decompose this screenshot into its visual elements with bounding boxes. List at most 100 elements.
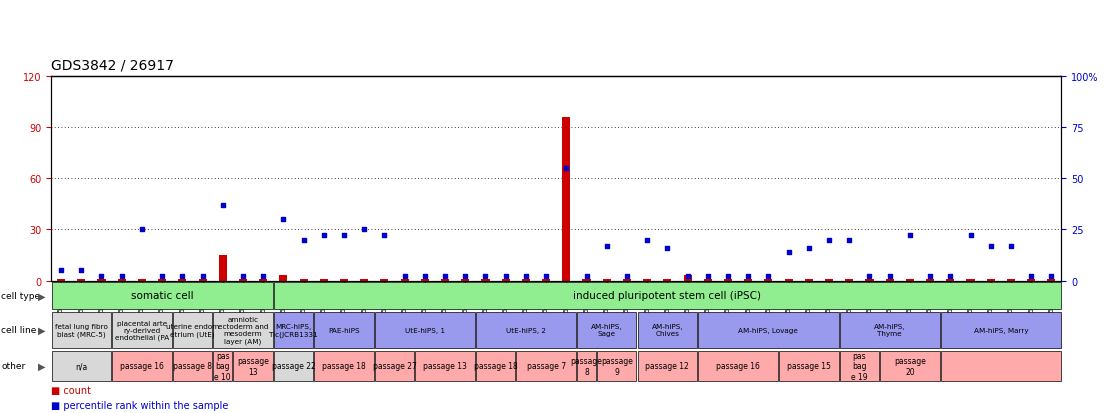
Point — [356, 226, 373, 233]
Bar — [476, 312, 576, 348]
Text: AM-hiPS,
Chives: AM-hiPS, Chives — [652, 324, 684, 337]
Bar — [173, 312, 212, 348]
Text: AM-hiPS,
Thyme: AM-hiPS, Thyme — [874, 324, 905, 337]
Bar — [643, 279, 652, 281]
Text: passage 15: passage 15 — [787, 361, 831, 370]
Bar — [885, 279, 894, 281]
Text: UtE-hiPS, 2: UtE-hiPS, 2 — [506, 327, 546, 333]
Point — [1023, 273, 1040, 280]
Text: uterine endom
etrium (UtE): uterine endom etrium (UtE) — [166, 323, 219, 337]
Bar — [765, 279, 772, 281]
Bar — [461, 279, 470, 281]
Text: passage 18: passage 18 — [474, 361, 517, 370]
Point — [295, 237, 312, 243]
Bar — [421, 279, 429, 281]
Point — [396, 273, 413, 280]
Bar — [259, 279, 267, 281]
Bar — [315, 312, 373, 348]
Point — [174, 273, 192, 280]
Bar — [926, 279, 934, 281]
Bar — [178, 279, 186, 281]
Point — [962, 233, 979, 239]
Text: passage 12: passage 12 — [646, 361, 689, 370]
Bar — [213, 312, 273, 348]
Bar — [320, 279, 328, 281]
Text: n/a: n/a — [75, 361, 88, 370]
Bar — [542, 279, 551, 281]
Bar — [684, 276, 691, 281]
Text: pas
bag
e 19: pas bag e 19 — [851, 351, 868, 381]
Bar — [137, 279, 146, 281]
Point — [719, 273, 737, 280]
Bar — [482, 279, 490, 281]
Bar — [1027, 279, 1035, 281]
Bar — [941, 351, 1060, 381]
Bar — [234, 351, 273, 381]
Text: amniotic
ectoderm and
mesoderm
layer (AM): amniotic ectoderm and mesoderm layer (AM… — [217, 316, 268, 344]
Bar — [825, 279, 833, 281]
Point — [437, 273, 454, 280]
Text: AM-hiPS, Lovage: AM-hiPS, Lovage — [739, 327, 799, 333]
Text: ▶: ▶ — [39, 361, 45, 371]
Text: passage 13: passage 13 — [423, 361, 466, 370]
Bar — [117, 279, 125, 281]
Bar — [360, 279, 368, 281]
Bar — [987, 279, 995, 281]
Bar — [779, 351, 839, 381]
Bar — [704, 279, 711, 281]
Bar — [577, 351, 596, 381]
Bar — [623, 279, 630, 281]
Text: ■ count: ■ count — [51, 385, 91, 395]
Bar — [340, 279, 348, 281]
Text: PAE-hiPS: PAE-hiPS — [328, 327, 360, 333]
Text: other: other — [1, 361, 25, 370]
Point — [780, 249, 798, 256]
Text: passage
13: passage 13 — [237, 356, 269, 375]
Point — [376, 233, 393, 239]
Point — [800, 245, 818, 252]
Point — [982, 243, 999, 249]
Text: passage 27: passage 27 — [372, 361, 417, 370]
Point — [881, 273, 899, 280]
Bar — [966, 279, 975, 281]
Point — [335, 233, 352, 239]
Bar — [664, 279, 671, 281]
Bar — [375, 351, 414, 381]
Point — [739, 273, 757, 280]
Text: ▶: ▶ — [39, 325, 45, 335]
Point — [921, 273, 938, 280]
Point — [1043, 273, 1060, 280]
Bar — [401, 279, 409, 281]
Text: somatic cell: somatic cell — [131, 291, 194, 301]
Text: fetal lung fibro
blast (MRC-5): fetal lung fibro blast (MRC-5) — [54, 323, 107, 337]
Text: GDS3842 / 26917: GDS3842 / 26917 — [51, 58, 174, 72]
Bar — [274, 312, 314, 348]
Point — [72, 267, 90, 274]
Point — [618, 273, 636, 280]
Bar — [745, 279, 752, 281]
Bar — [638, 312, 697, 348]
Point — [820, 237, 838, 243]
Text: ▶: ▶ — [39, 291, 45, 301]
Bar — [804, 279, 813, 281]
Text: ■ percentile rank within the sample: ■ percentile rank within the sample — [51, 400, 228, 410]
Text: passage 18: passage 18 — [322, 361, 366, 370]
Point — [1002, 243, 1019, 249]
Point — [638, 237, 656, 243]
Point — [840, 237, 858, 243]
Point — [255, 273, 273, 280]
Bar — [112, 312, 172, 348]
Point — [537, 273, 555, 280]
Bar — [1047, 279, 1056, 281]
Bar — [698, 351, 778, 381]
Text: passage 16: passage 16 — [716, 361, 760, 370]
Point — [315, 233, 332, 239]
Point — [113, 273, 131, 280]
Point — [496, 273, 514, 280]
Point — [598, 243, 616, 249]
Bar — [597, 351, 636, 381]
Bar — [375, 312, 474, 348]
Bar — [784, 279, 792, 281]
Bar — [840, 351, 879, 381]
Point — [760, 273, 778, 280]
